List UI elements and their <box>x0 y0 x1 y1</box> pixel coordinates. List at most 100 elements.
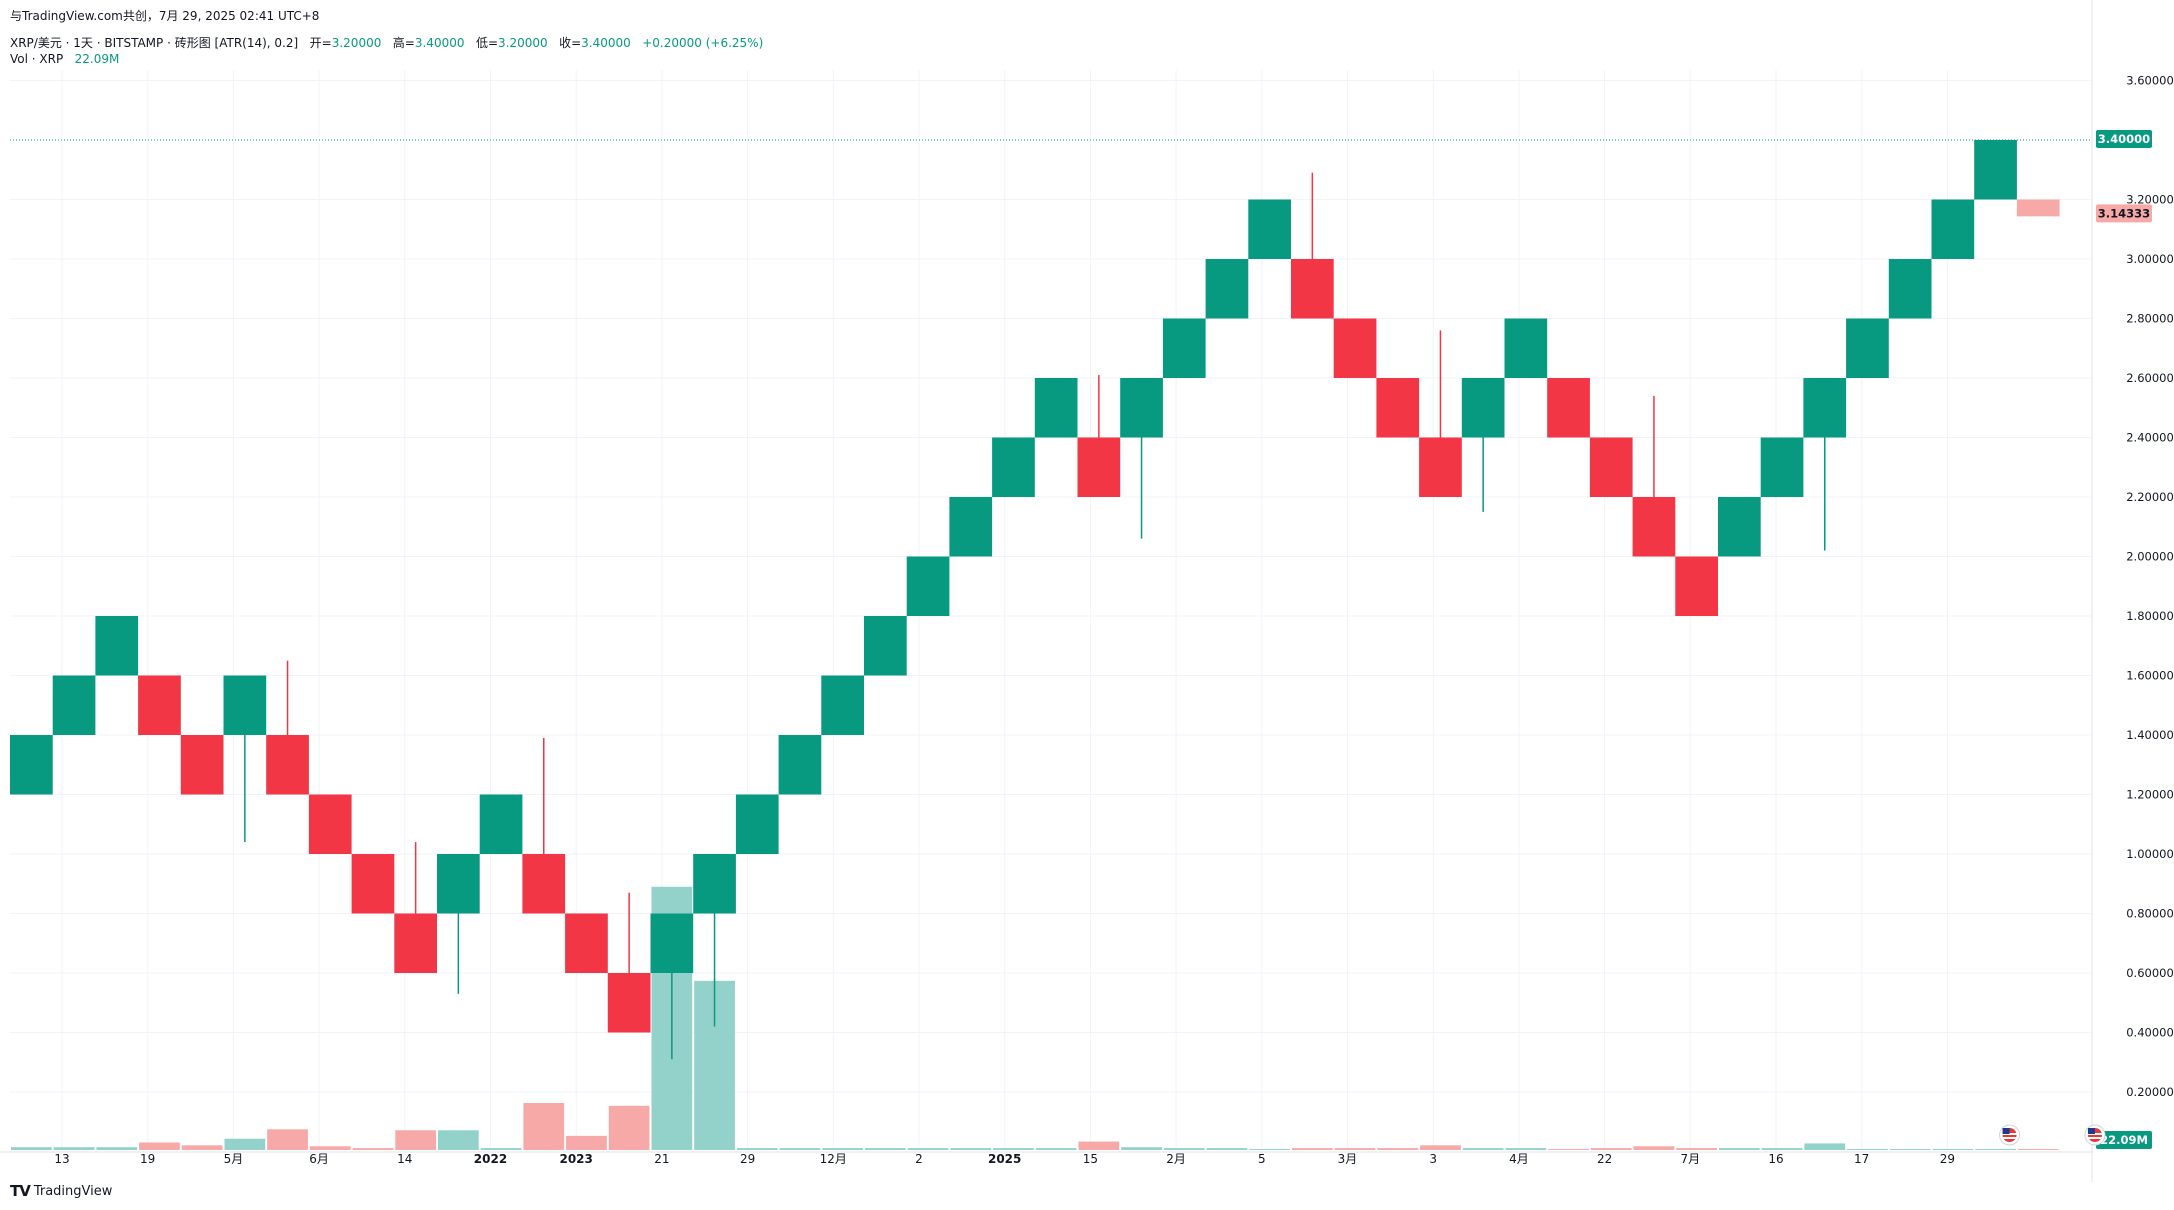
renko-brick-down[interactable] <box>308 794 352 855</box>
volume-bar <box>181 1145 223 1150</box>
renko-brick-up[interactable] <box>906 556 950 617</box>
volume-bar <box>1206 1148 1248 1150</box>
renko-brick-up[interactable] <box>1803 378 1847 438</box>
renko-brick-down[interactable] <box>1675 556 1718 617</box>
renko-brick-up[interactable] <box>1248 199 1291 260</box>
volume-bar <box>1847 1149 1888 1150</box>
volume-bar <box>1761 1148 1803 1150</box>
renko-brick-down[interactable] <box>1419 437 1462 498</box>
renko-brick-up[interactable] <box>1718 497 1761 557</box>
y-axis-tick-label: 2.60000 <box>2126 371 2174 385</box>
renko-brick-down[interactable] <box>1077 437 1121 498</box>
renko-brick-up[interactable] <box>778 735 822 795</box>
y-axis-tick-label: 1.20000 <box>2126 788 2174 802</box>
x-axis-tick-label: 29 <box>740 1152 755 1166</box>
volume-bar <box>1548 1149 1589 1150</box>
renko-brick-up[interactable] <box>1504 318 1548 379</box>
y-axis-tick-label: 2.20000 <box>2126 490 2174 504</box>
renko-brick-up[interactable] <box>1120 378 1163 438</box>
renko-brick-down[interactable] <box>394 913 437 974</box>
renko-brick-up[interactable] <box>864 616 907 676</box>
volume-bar <box>1078 1141 1120 1150</box>
price-axis-label: 22.09M <box>2100 1133 2148 1147</box>
volume-bar <box>950 1148 992 1150</box>
volume-bar <box>865 1148 906 1150</box>
volume-bar <box>1804 1143 1846 1150</box>
x-axis-tick-label: 4月 <box>1509 1152 1529 1166</box>
renko-brick-up[interactable] <box>479 794 523 855</box>
renko-brick-up[interactable] <box>992 437 1035 498</box>
renko-brick-down[interactable] <box>522 854 566 914</box>
price-axis-label-box <box>2096 130 2152 148</box>
renko-brick-down[interactable] <box>1547 378 1590 438</box>
volume-bar <box>224 1138 266 1150</box>
volume-bar <box>1035 1148 1077 1150</box>
renko-brick-up[interactable] <box>223 675 267 736</box>
renko-brick-up[interactable] <box>1205 259 1249 319</box>
renko-brick-up[interactable] <box>821 675 864 736</box>
renko-brick-down[interactable] <box>180 735 224 795</box>
x-axis-tick-label: 2022 <box>474 1152 507 1166</box>
volume-bar <box>1932 1149 1974 1150</box>
x-axis-tick-label: 22 <box>1597 1152 1612 1166</box>
y-axis-tick-label: 1.80000 <box>2126 609 2174 623</box>
change-value: +0.20000 (+6.25%) <box>642 36 764 50</box>
renko-brick-down[interactable] <box>266 735 309 795</box>
renko-brick-up[interactable] <box>95 616 139 676</box>
renko-brick-up[interactable] <box>650 913 694 974</box>
renko-brick-down[interactable] <box>1589 437 1633 498</box>
volume-bar <box>993 1148 1034 1150</box>
renko-brick-up[interactable] <box>1760 437 1804 498</box>
high-value: 3.40000 <box>414 36 465 50</box>
renko-brick-up[interactable] <box>949 497 993 557</box>
low-value: 3.20000 <box>498 36 548 50</box>
x-axis-tick-label: 21 <box>654 1152 669 1166</box>
renko-brick-up[interactable] <box>693 854 736 914</box>
y-axis-tick-label: 2.80000 <box>2126 312 2174 326</box>
tradingview-logo-icon: TV <box>10 1182 31 1200</box>
renko-brick-up[interactable] <box>1034 378 1078 438</box>
renko-brick-down[interactable] <box>1376 378 1420 438</box>
renko-brick-up[interactable] <box>52 675 96 736</box>
x-axis-tick-label: 7月 <box>1680 1152 1700 1166</box>
renko-brick-down[interactable] <box>351 854 395 914</box>
x-axis-tick-label: 5月 <box>224 1152 244 1166</box>
renko-brick-down[interactable] <box>138 675 181 736</box>
y-axis-tick-label: 2.40000 <box>2126 431 2174 445</box>
renko-brick-up[interactable] <box>1931 199 1975 260</box>
renko-brick-down[interactable] <box>1333 318 1377 379</box>
volume-bar <box>139 1142 180 1150</box>
renko-brick-down[interactable] <box>565 913 608 974</box>
renko-brick-up[interactable] <box>1846 318 1889 379</box>
renko-brick-up[interactable] <box>1461 378 1505 438</box>
volume-bar <box>352 1148 394 1150</box>
symbol-info: XRP/美元 · 1天 · BITSTAMP · 砖形图 [ATR(14), 0… <box>10 36 299 50</box>
renko-brick-up[interactable] <box>1974 140 2017 200</box>
renko-brick-up[interactable] <box>437 854 480 914</box>
price-axis-label: 3.14333 <box>2098 206 2150 220</box>
volume-bar <box>1633 1146 1675 1150</box>
y-axis-tick-label: 1.60000 <box>2126 669 2174 683</box>
share-caption: 与TradingView.com共创，7月 29, 2025 02:41 UTC… <box>10 7 319 24</box>
renko-brick-down[interactable] <box>607 973 651 1033</box>
x-axis-tick-label: 14 <box>397 1152 412 1166</box>
tradingview-logo[interactable]: TV TradingView <box>10 1182 112 1200</box>
x-axis-tick-label: 15 <box>1083 1152 1098 1166</box>
low-label: 低= <box>475 36 498 50</box>
volume-bar <box>1420 1145 1461 1150</box>
volume-bar <box>1292 1148 1333 1150</box>
renko-brick-up[interactable] <box>735 794 779 855</box>
renko-brick-projected[interactable] <box>2016 199 2060 217</box>
price-axis-label-box <box>2096 204 2152 223</box>
high-label: 高= <box>392 36 415 50</box>
renko-brick-up[interactable] <box>10 735 53 795</box>
volume-bar <box>438 1130 479 1150</box>
volume-bar <box>1462 1148 1504 1150</box>
renko-brick-down[interactable] <box>1291 259 1334 319</box>
renko-brick-up[interactable] <box>1888 259 1932 319</box>
renko-brick-down[interactable] <box>1632 497 1676 557</box>
volume-bar <box>1334 1148 1376 1150</box>
renko-brick-up[interactable] <box>1162 318 1206 379</box>
y-axis-tick-label: 3.20000 <box>2126 193 2174 207</box>
